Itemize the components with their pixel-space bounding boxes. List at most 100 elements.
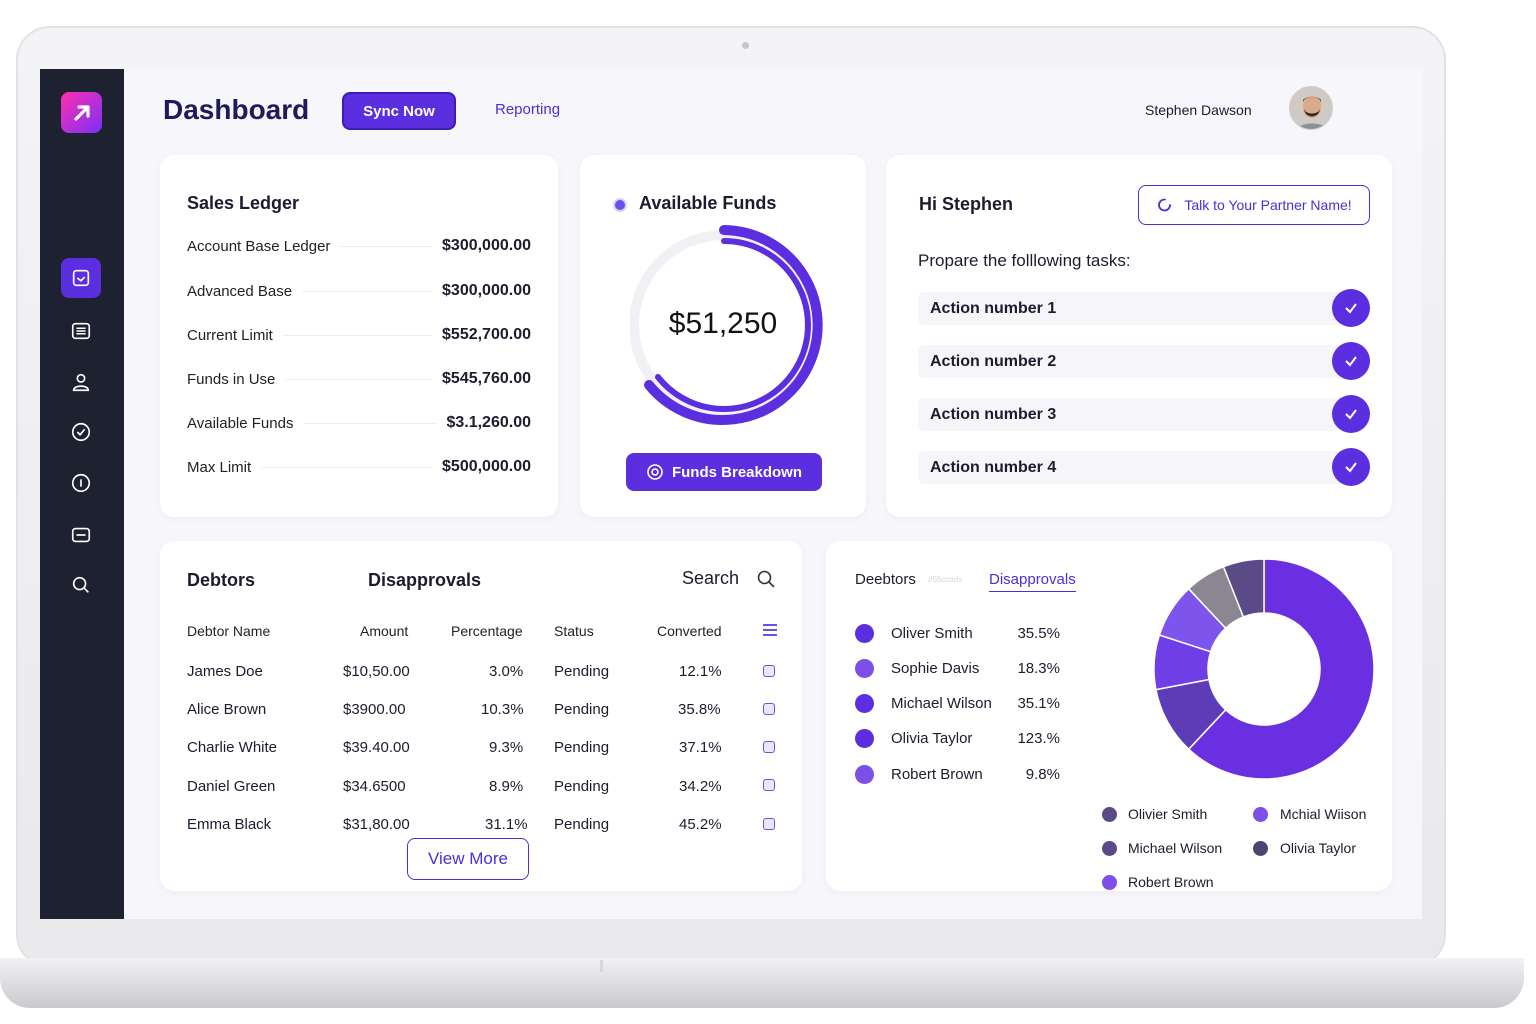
funds-ring-chart [630,225,823,425]
tab-deebtors[interactable]: Deebtors [855,571,916,588]
tab-debtors[interactable]: Debtors [187,570,256,590]
task-item[interactable]: Action number 4 [918,448,1370,486]
debtor-status: Pending [554,701,610,718]
reporting-link[interactable]: Reporting [495,101,561,118]
debtor-converted: 34.2% [679,778,722,795]
search-icon[interactable] [756,569,776,589]
legend-dot [1253,807,1268,822]
row-action-icon[interactable] [763,779,775,791]
page-title: Dashboard [163,94,310,125]
row-action-icon[interactable] [763,818,775,830]
talk-to-partner-label: Talk to Your Partner Name! [1184,197,1352,213]
avatar-portrait-icon [1290,87,1332,129]
sales-ledger-card: Sales Ledger Account Base Ledger $300,000… [160,155,558,517]
debtor-amount: $39.40.00 [343,739,410,756]
ledger-row: Advanced Base $300,000.00 [187,280,531,302]
ledger-label: Available Funds [187,414,294,432]
legend-dot [1102,807,1117,822]
legend-label: Olivier Smith [1128,806,1208,822]
check-icon[interactable] [1332,395,1370,433]
ledger-divider [302,290,433,292]
ledger-row: Max Limit $500,000.00 [187,456,531,478]
list-percentage: 35.5% [1017,625,1060,642]
debtor-name: Emma Black [187,816,272,833]
view-more-button[interactable]: View More [407,838,529,880]
sidebar-item-list[interactable] [61,311,101,351]
sidebar-item-messages[interactable] [61,515,101,555]
task-label: Action number 4 [930,458,1057,476]
list-dot [855,624,874,643]
menu-icon[interactable] [762,623,778,637]
ledger-value: $500,000.00 [442,458,531,475]
row-action-icon[interactable] [763,703,775,715]
list-percentage: 35.1% [1017,695,1060,712]
ledger-row: Funds in Use $545,760.00 [187,368,531,390]
debtor-amount: $31,80.00 [343,816,410,833]
debtor-status: Pending [554,663,610,680]
legend-dot [1102,875,1117,890]
legend-label: Robert Brown [1128,874,1214,890]
debtor-name: James Doe [187,663,263,680]
check-circle-icon [71,422,91,442]
sync-now-button[interactable]: Sync Now [342,92,456,130]
list-name: Sophie Davis [891,660,980,677]
legend-label: Michael Wilson [1128,840,1223,856]
task-item[interactable]: Action number 2 [918,342,1370,380]
column-header-amount: Amount [360,623,409,639]
tab-disapprovals-active[interactable]: Disapprovals [989,571,1076,592]
debtor-percentage: 3.0% [489,663,524,680]
list-percentage: 123.% [1017,730,1060,747]
target-icon [647,464,663,480]
check-icon[interactable] [1332,342,1370,380]
ledger-label: Funds in Use [187,370,276,388]
ledger-label: Advanced Base [187,282,293,300]
tasks-card: Hi Stephen Talk to Your Partner Name! Pr… [886,155,1392,517]
legend-dot [1253,841,1268,856]
talk-to-partner-button[interactable]: Talk to Your Partner Name! [1138,185,1370,225]
laptop-base [0,958,1524,1008]
inbox-icon [72,269,90,287]
greeting: Hi Stephen [919,194,1014,214]
row-action-icon[interactable] [763,665,775,677]
list-icon [71,322,91,340]
debtor-converted: 12.1% [679,663,722,680]
ledger-label: Current Limit [187,326,273,344]
column-header-status: Status [554,623,594,639]
debtor-percentage: 9.3% [489,739,524,756]
column-header-name: Debtor Name [187,623,271,639]
funds-ring-inner [655,238,811,412]
task-item[interactable]: Action number 1 [918,289,1370,327]
tab-disapprovals[interactable]: Disapprovals [368,570,482,590]
search-icon [72,576,89,593]
avatar[interactable] [1289,86,1333,130]
funds-amount: $51,250 [668,307,778,340]
task-label: Action number 2 [930,352,1057,370]
task-item[interactable]: Action number 3 [918,395,1370,433]
message-icon [71,527,91,543]
funds-breakdown-button[interactable]: Funds Breakdown [626,453,822,491]
sidebar-item-search[interactable] [61,565,101,605]
list-name: Olivia Taylor [891,730,973,747]
funds-indicator-icon [615,200,625,210]
check-icon[interactable] [1332,448,1370,486]
debtor-name: Charlie White [187,739,278,756]
list-dot [855,694,874,713]
arrow-up-right-icon [73,104,90,121]
sidebar-item-info[interactable] [61,463,101,503]
sidebar-item-user[interactable] [61,362,101,402]
debtor-name: Alice Brown [187,701,267,718]
list-name: Michael Wilson [891,695,992,712]
sidebar-item-inbox[interactable] [61,258,101,298]
sidebar-item-tasks[interactable] [61,412,101,452]
app-logo[interactable] [61,92,102,133]
check-icon[interactable] [1332,289,1370,327]
deebtors-card: Deebtors #55ccods Disapprovals Oliver Sm… [826,541,1392,891]
ledger-value: $3.1,260.00 [446,414,531,431]
ledger-label: Max Limit [187,458,252,476]
ledger-value: $300,000.00 [442,282,531,299]
search-label[interactable]: Search [682,568,740,588]
sales-ledger-title: Sales Ledger [187,193,300,213]
row-action-icon[interactable] [763,741,775,753]
debtors-card: Debtors Disapprovals Search Debtor Name … [160,541,802,891]
debtor-converted: 45.2% [679,816,722,833]
